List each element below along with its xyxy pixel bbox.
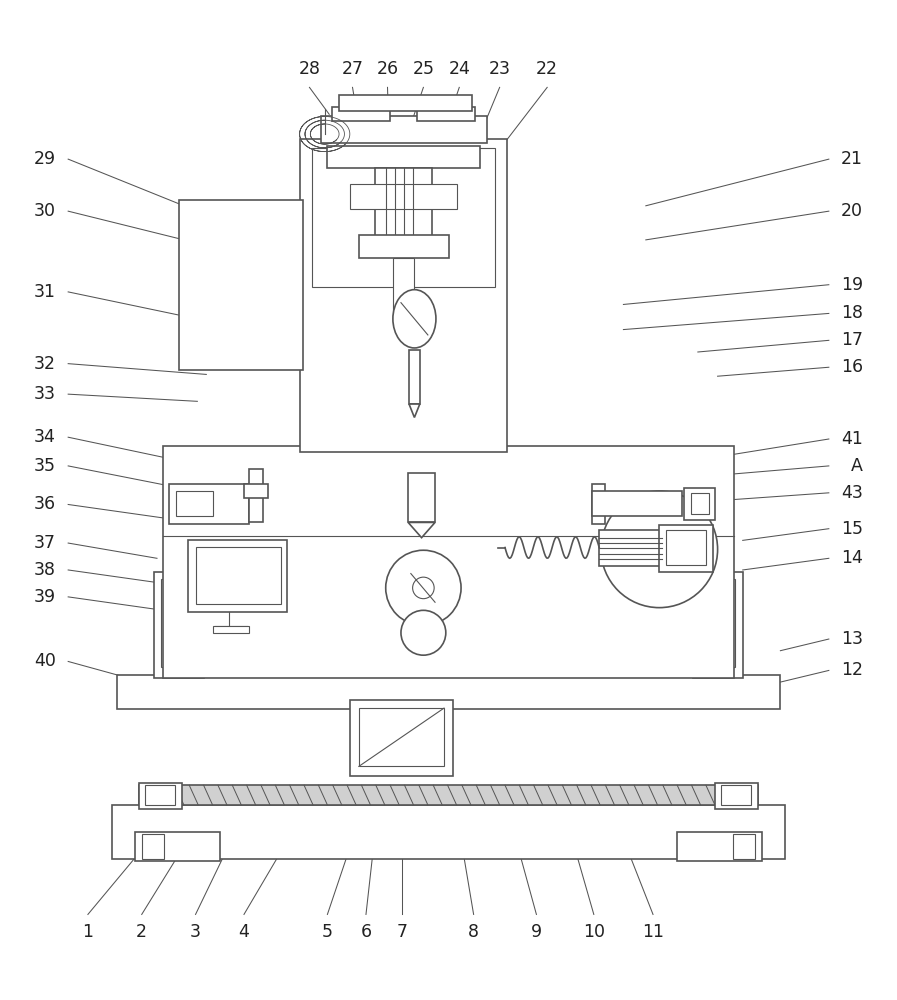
Bar [169, 484, 249, 524]
Circle shape [413, 577, 434, 599]
Text: 14: 14 [841, 549, 863, 567]
Text: 26: 26 [377, 60, 398, 78]
Text: 43: 43 [841, 484, 863, 502]
Bar [188, 540, 287, 612]
Bar [117, 675, 780, 709]
Text: 32: 32 [34, 355, 57, 373]
Text: 6: 6 [361, 923, 371, 941]
Bar [139, 783, 182, 809]
Text: 1: 1 [83, 923, 93, 941]
Bar [693, 572, 743, 678]
Bar [154, 572, 204, 678]
Text: 10: 10 [583, 923, 605, 941]
Text: 18: 18 [840, 304, 863, 322]
Bar [592, 484, 605, 524]
Bar [691, 493, 709, 514]
Bar [715, 783, 758, 809]
Bar [196, 547, 281, 604]
Bar [139, 785, 758, 805]
Text: 9: 9 [531, 923, 542, 941]
Bar [417, 107, 475, 121]
Bar [312, 148, 495, 287]
Text: 12: 12 [840, 661, 863, 679]
Bar [659, 525, 713, 572]
Text: 33: 33 [34, 385, 57, 403]
Bar [359, 708, 444, 766]
Bar [339, 95, 472, 111]
Bar [666, 530, 706, 565]
Text: 30: 30 [34, 202, 57, 220]
Text: 23: 23 [489, 60, 510, 78]
Bar [249, 469, 263, 522]
Text: 4: 4 [239, 923, 249, 941]
Bar [244, 484, 268, 498]
Bar [701, 579, 735, 667]
Text: 8: 8 [468, 923, 479, 941]
Text: 7: 7 [396, 923, 407, 941]
Bar [599, 530, 662, 566]
Bar [321, 116, 487, 143]
Bar [409, 350, 420, 404]
Bar [300, 139, 507, 452]
Text: 21: 21 [840, 150, 863, 168]
Text: 19: 19 [840, 276, 863, 294]
Bar [592, 491, 682, 516]
Text: 35: 35 [34, 457, 57, 475]
Text: 28: 28 [299, 60, 320, 78]
Bar [112, 805, 785, 859]
Bar [733, 834, 755, 859]
Bar [408, 473, 435, 522]
Ellipse shape [393, 290, 436, 348]
Bar [350, 700, 453, 776]
Bar [135, 832, 220, 861]
Bar [176, 491, 213, 516]
Circle shape [601, 491, 718, 608]
Bar [721, 785, 751, 805]
Circle shape [401, 610, 446, 655]
Text: 36: 36 [34, 495, 57, 513]
Text: 3: 3 [190, 923, 201, 941]
Text: 16: 16 [840, 358, 863, 376]
Text: 29: 29 [34, 150, 57, 168]
Text: 37: 37 [34, 534, 57, 552]
Text: 34: 34 [34, 428, 56, 446]
Text: 15: 15 [840, 520, 863, 538]
Bar [332, 107, 390, 121]
Polygon shape [408, 522, 435, 538]
Text: 2: 2 [136, 923, 147, 941]
Text: 41: 41 [841, 430, 863, 448]
Bar [393, 258, 414, 325]
Text: 27: 27 [342, 60, 363, 78]
Bar [163, 446, 734, 678]
Bar [350, 184, 457, 209]
Text: 20: 20 [840, 202, 863, 220]
Text: 40: 40 [34, 652, 56, 670]
Bar [142, 834, 164, 859]
Polygon shape [409, 404, 420, 417]
Bar [213, 626, 249, 633]
Text: 22: 22 [536, 60, 558, 78]
Bar [327, 146, 480, 168]
Bar [179, 200, 303, 370]
Text: 13: 13 [840, 630, 863, 648]
Bar [375, 168, 432, 240]
Text: 5: 5 [322, 923, 333, 941]
Text: 38: 38 [34, 561, 57, 579]
Text: 25: 25 [413, 60, 434, 78]
Bar [145, 785, 175, 805]
Bar [161, 579, 196, 667]
Text: 11: 11 [642, 923, 664, 941]
Text: 39: 39 [34, 588, 57, 606]
Bar [677, 832, 762, 861]
Bar [684, 488, 715, 520]
Text: 17: 17 [840, 331, 863, 349]
Text: 24: 24 [448, 60, 470, 78]
Text: 31: 31 [34, 283, 57, 301]
Text: A: A [851, 457, 863, 475]
Circle shape [386, 550, 461, 626]
Bar [359, 235, 448, 258]
